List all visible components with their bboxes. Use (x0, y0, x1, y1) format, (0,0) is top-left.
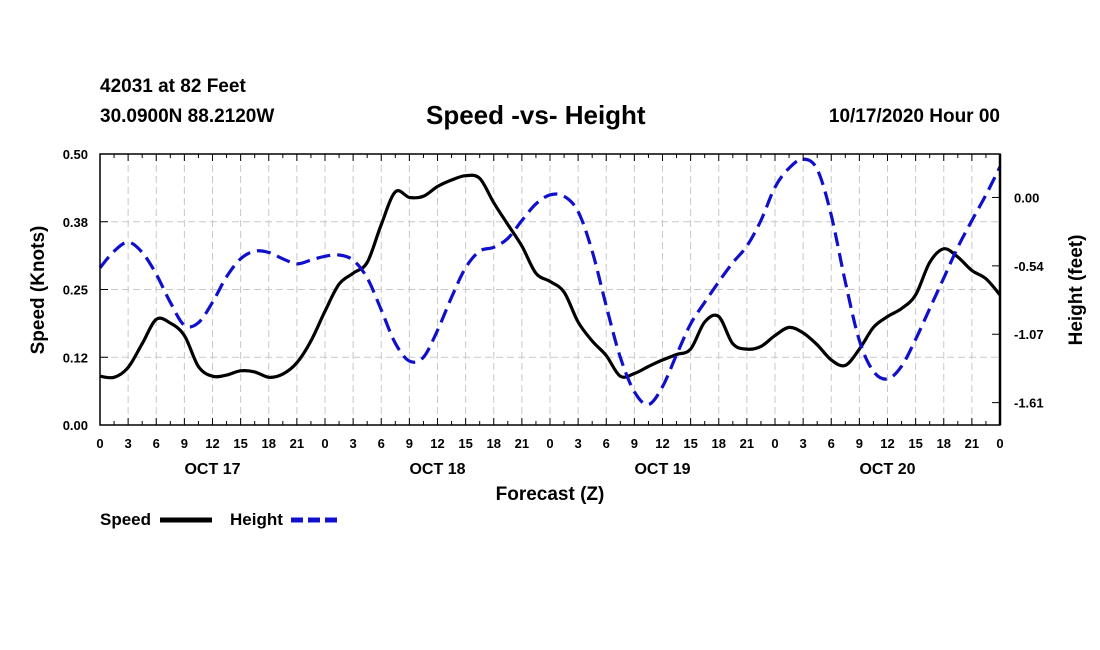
y-left-tick-label: 0.25 (63, 283, 88, 298)
x-tick-label: 6 (828, 436, 835, 451)
coordinates-label: 30.0900N 88.2120W (100, 106, 275, 127)
grid-lines (99, 154, 1001, 425)
x-tick-label: 12 (880, 436, 894, 451)
x-tick-label: 21 (965, 436, 979, 451)
legend-height-label: Height (230, 510, 283, 529)
x-tick-label: 0 (321, 436, 328, 451)
axis-labels: 0 3 6 9 12 15 18 21 0 3 6 9 12 15 18 21 0 3 6 9 12 15 18 21 0 3 6 9… (63, 147, 1045, 478)
y-right-tick-label: -1.07 (1014, 327, 1044, 342)
y-right-tick-label: -1.61 (1014, 396, 1044, 411)
x-tick-label: 15 (908, 436, 922, 451)
y-left-tick-label: 0.00 (63, 418, 88, 433)
station-label: 42031 at 82 Feet (100, 76, 246, 97)
x-tick-label: 21 (290, 436, 304, 451)
x-tick-label: 21 (740, 436, 754, 451)
x-tick-label: 18 (712, 436, 726, 451)
x-tick-label: 3 (350, 436, 357, 451)
x-tick-label: 0 (96, 436, 103, 451)
x-tick-label: 18 (487, 436, 501, 451)
y-left-tick-label: 0.12 (63, 350, 88, 365)
x-tick-label: 3 (125, 436, 132, 451)
x-axis-title: Forecast (Z) (496, 484, 605, 505)
x-tick-label: 15 (458, 436, 472, 451)
date-label: OCT 18 (409, 461, 465, 478)
x-tick-label: 9 (181, 436, 188, 451)
x-tick-label: 0 (771, 436, 778, 451)
legend-speed-label: Speed (100, 510, 151, 529)
y-right-tick-label: -0.54 (1014, 259, 1044, 274)
x-tick-label: 3 (800, 436, 807, 451)
x-tick-label: 12 (655, 436, 669, 451)
y-right-tick-label: 0.00 (1014, 190, 1039, 205)
left-axis-title: Speed (Knots) (28, 226, 49, 355)
x-tick-label: 0 (996, 436, 1003, 451)
x-tick-label: 9 (856, 436, 863, 451)
height-series-line (98, 157, 1002, 407)
legend: Speed Height (100, 510, 342, 529)
x-tick-label: 12 (205, 436, 219, 451)
x-tick-label: 0 (546, 436, 553, 451)
x-tick-label: 9 (631, 436, 638, 451)
series-layer (98, 157, 1002, 407)
speed-series-line (99, 173, 1002, 380)
right-axis-title: Height (feet) (1066, 235, 1087, 346)
x-tick-label: 18 (937, 436, 951, 451)
forecast-datetime: 10/17/2020 Hour 00 (828, 106, 1000, 127)
x-tick-label: 9 (406, 436, 413, 451)
x-tick-label: 12 (430, 436, 444, 451)
date-label: OCT 19 (634, 461, 690, 478)
date-label: OCT 20 (859, 461, 915, 478)
chart-title: Speed -vs- Height (426, 100, 646, 130)
x-tick-label: 18 (262, 436, 276, 451)
y-left-tick-label: 0.50 (63, 147, 88, 162)
x-tick-label: 3 (575, 436, 582, 451)
y-left-tick-label: 0.38 (63, 215, 88, 230)
x-tick-label: 15 (683, 436, 697, 451)
x-tick-label: 6 (378, 436, 385, 451)
axis-ticks (99, 153, 1001, 426)
date-label: OCT 17 (184, 461, 240, 478)
x-tick-label: 21 (515, 436, 529, 451)
x-tick-label: 6 (153, 436, 160, 451)
x-tick-label: 15 (233, 436, 247, 451)
x-tick-label: 6 (603, 436, 610, 451)
